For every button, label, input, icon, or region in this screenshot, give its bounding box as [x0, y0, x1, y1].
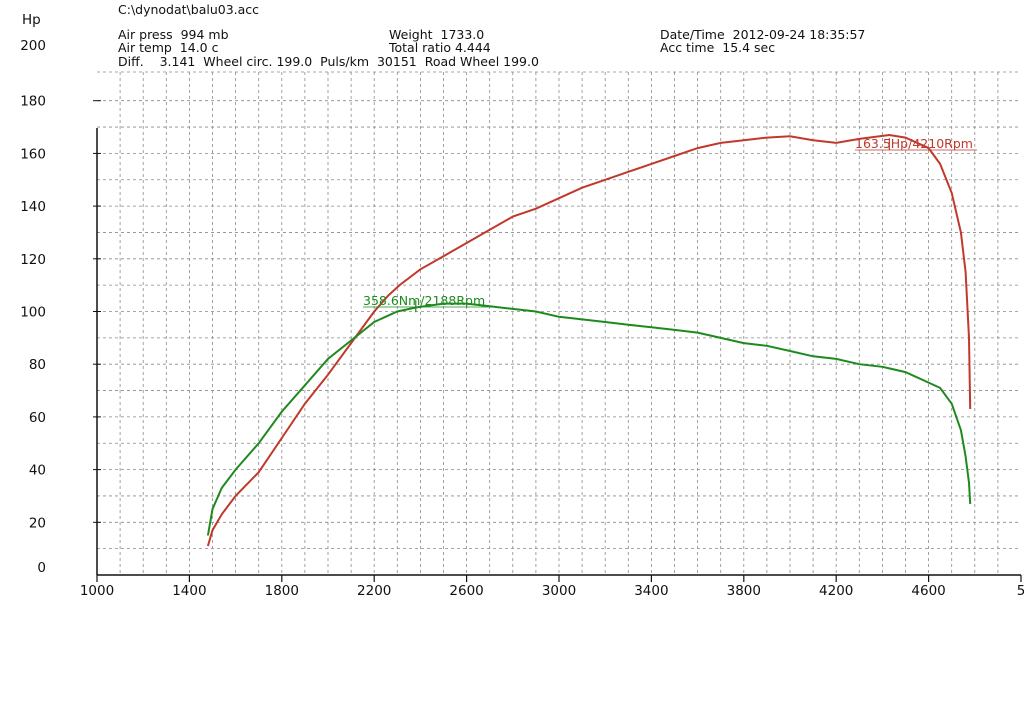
torque-curve: [206, 302, 972, 536]
x-tick-label: 4600: [911, 583, 945, 599]
total-ratio: Total ratio 4.444: [389, 40, 491, 55]
file-path: C:\dynodat\balu03.acc: [118, 2, 260, 17]
diff-line: Diff. 3.141 Wheel circ. 199.0 Puls/km 30…: [118, 54, 539, 69]
x-tick-label: 1400: [172, 583, 206, 599]
x-tick-label: 1800: [265, 583, 299, 599]
x-tick-label: 3400: [634, 583, 668, 599]
y-tick-label: 200: [20, 38, 46, 54]
y-tick-label: 100: [20, 305, 46, 321]
air-temperature: Air temp 14.0 c: [118, 40, 219, 55]
y-tick-label: 140: [20, 199, 46, 215]
y-tick-label: 180: [20, 94, 46, 110]
x-tick-label: 3000: [542, 583, 576, 599]
y-tick-label: 160: [20, 146, 46, 162]
acc-time: Acc time 15.4 sec: [660, 40, 776, 55]
x-tick-label: 1000: [80, 583, 114, 599]
x-tick-label: 4200: [819, 583, 853, 599]
weight: Weight 1733.0: [389, 27, 485, 42]
y-tick-label: 80: [29, 357, 46, 373]
date-time: Date/Time 2012-09-24 18:35:57: [660, 27, 866, 42]
y-tick-label: 20: [29, 515, 46, 531]
air-pressure: Air press 994 mb: [118, 27, 229, 42]
power-peak-label: 163.5Hp/4210Rpm: [855, 136, 973, 151]
power-curve: [206, 133, 972, 547]
x-tick-label: 5: [1017, 583, 1024, 599]
y-tick-label: 120: [20, 252, 46, 268]
x-tick-label: 3800: [727, 583, 761, 599]
y-axis-label: Hp: [22, 12, 41, 28]
x-tick-label: 2600: [449, 583, 483, 599]
torque-peak-label: 358.6Nm/2188Rpm: [363, 293, 485, 308]
y-tick-label: 40: [29, 463, 46, 479]
series: 163.5Hp/4210Rpm 358.6Nm/2188Rpm: [206, 133, 977, 547]
x-tick-label: 2200: [357, 583, 391, 599]
axes: Hp 1000 1400 1800 2200 2600 3000 3400 3800 4200 4…: [20, 12, 1024, 599]
y-tick-label: 0: [37, 560, 46, 576]
y-tick-label: 60: [29, 410, 46, 426]
grid: [97, 71, 1021, 575]
